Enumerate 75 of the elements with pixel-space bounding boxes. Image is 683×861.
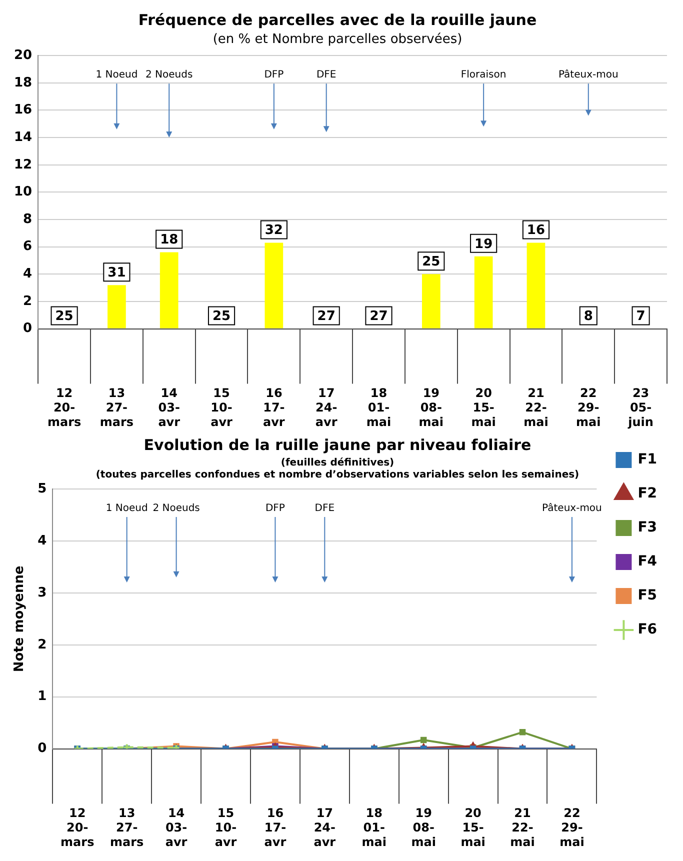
- annotation: DFE: [316, 70, 336, 81]
- x-tick-label: 23 05-juin: [627, 386, 654, 429]
- annotation: 25: [55, 309, 74, 324]
- legend-label: F1: [638, 452, 658, 468]
- annotation: 27: [370, 309, 388, 324]
- x-tick-label: 18 01-mai: [362, 806, 386, 849]
- legend-label: F6: [638, 622, 658, 638]
- x-tick-label: 13 27-mars: [110, 806, 144, 849]
- chart-subtitle: (en % et Nombre parcelles observées): [212, 32, 462, 48]
- x-tick-label: 22 29-mai: [576, 386, 601, 429]
- y-tick-label: 1: [38, 689, 47, 704]
- annotation: 1 Noeud: [106, 503, 148, 514]
- annotation: 18: [160, 232, 178, 248]
- x-tick-label: 17 24-avr: [314, 806, 336, 849]
- y-tick-label: 2: [38, 637, 47, 652]
- y-tick-label: 12: [14, 157, 32, 172]
- x-tick-label: 20 15-mai: [460, 806, 486, 849]
- x-tick-label: 13 27-mars: [100, 386, 134, 429]
- x-tick-label: 21 22-mai: [524, 386, 548, 429]
- x-tick-label: 19 08-mai: [411, 806, 436, 849]
- annotation: 19: [474, 236, 493, 252]
- y-axis-title: Note moyenne: [12, 565, 28, 672]
- chart-title: Evolution de la ruille jaune par niveau foliaire: [144, 436, 532, 454]
- annotation: Pâteux-mou: [558, 70, 618, 81]
- chart-title: Fréquence de parcelles avec de la rouille jaune: [138, 10, 537, 29]
- annotation: 2 Noeuds: [146, 70, 193, 81]
- x-tick-label: 17 24-avr: [315, 386, 338, 429]
- x-tick-label: 19 08-mai: [418, 386, 444, 429]
- y-tick-label: 20: [14, 48, 32, 63]
- annotation: 8: [584, 309, 593, 324]
- y-tick-label: 4: [38, 533, 47, 548]
- annotation: 31: [108, 265, 126, 280]
- legend-label: F5: [638, 588, 658, 604]
- y-tick-label: 0: [23, 321, 32, 336]
- annotation: 1 Noeud: [96, 70, 138, 81]
- annotation: Floraison: [460, 70, 506, 81]
- x-tick-label: 15 10-avr: [214, 806, 237, 849]
- annotation: Pâteux-mou: [542, 503, 602, 514]
- y-tick-label: 3: [38, 585, 47, 600]
- legend-label: F4: [638, 554, 658, 570]
- annotation: 2 Noeuds: [152, 503, 200, 514]
- y-tick-label: 6: [23, 239, 32, 254]
- x-tick-label: 12 20-mars: [60, 806, 94, 849]
- x-tick-label: 12 20-mars: [47, 386, 82, 429]
- y-tick-label: 10: [14, 184, 32, 200]
- annotation: DFE: [314, 503, 335, 514]
- y-tick-label: 5: [38, 481, 47, 496]
- y-tick-label: 0: [38, 741, 47, 756]
- x-tick-label: 22 29-mai: [560, 806, 584, 849]
- annotation: 25: [422, 254, 440, 270]
- x-tick-label: 15 10-avr: [210, 386, 233, 429]
- annotation: 25: [212, 309, 231, 324]
- x-tick-label: 18 01-mai: [366, 386, 392, 429]
- annotation: DFP: [265, 503, 285, 514]
- y-tick-label: 14: [14, 130, 32, 145]
- y-tick-label: 18: [14, 75, 32, 90]
- y-tick-label: 2: [23, 294, 32, 309]
- annotation: DFP: [264, 70, 284, 81]
- x-tick-label: 16 17-avr: [263, 386, 285, 429]
- x-tick-label: 14 03-avr: [158, 386, 180, 429]
- y-tick-label: 8: [23, 212, 32, 227]
- annotation: 7: [636, 309, 646, 324]
- text: (toutes parcelles confondues et nombre d’observations variables selon les semaines): [96, 470, 580, 481]
- y-tick-label: 4: [23, 266, 32, 282]
- chart-subtitle: (feuilles définitives): [280, 458, 394, 469]
- annotation: 16: [526, 223, 546, 238]
- legend-label: F2: [638, 486, 658, 502]
- x-tick-label: 21 22-mai: [510, 806, 535, 849]
- annotation: 32: [264, 223, 283, 238]
- annotation: 27: [317, 309, 336, 324]
- x-tick-label: 20 15-mai: [471, 386, 496, 429]
- y-tick-label: 16: [14, 102, 32, 118]
- legend-label: F3: [638, 520, 658, 536]
- x-tick-label: 14 03-avr: [165, 806, 188, 849]
- x-tick-label: 16 17-avr: [264, 806, 286, 849]
